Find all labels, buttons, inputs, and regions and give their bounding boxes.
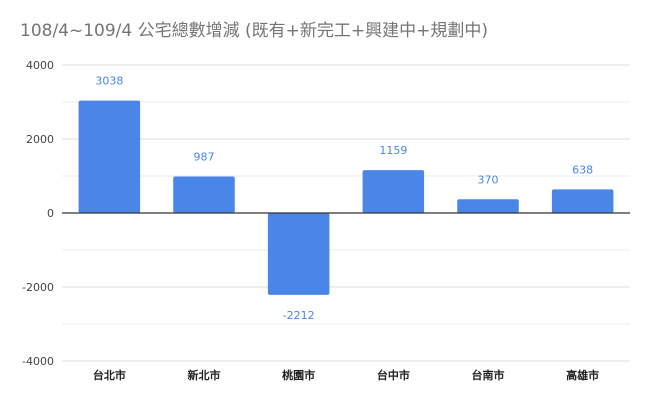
bars [78, 100, 614, 295]
y-tick-label: -4000 [22, 355, 54, 368]
bar [267, 213, 330, 295]
bar [457, 199, 519, 213]
y-tick-label: -2000 [22, 281, 54, 294]
y-tick-label: 2000 [26, 133, 54, 146]
chart-title: 108/4~109/4 公宅總數增減 (既有+新完工+興建中+規劃中) [20, 21, 489, 41]
category-label: 桃園市 [282, 368, 315, 382]
bar [173, 176, 235, 213]
bar [362, 170, 425, 213]
data-label: -2212 [283, 309, 315, 322]
labels: 4000 2000 0 -2000 -4000 3038 台北市 987 新北市 -2212 桃園市… [22, 59, 599, 382]
bar [551, 189, 614, 213]
data-label: 987 [194, 150, 215, 163]
category-label: 台北市 [93, 368, 126, 382]
category-label: 高雄市 [566, 368, 599, 382]
category-label: 台中市 [377, 368, 410, 382]
category-label: 新北市 [188, 368, 221, 382]
bar [78, 100, 141, 213]
y-tick-label: 0 [47, 207, 54, 220]
data-label: 638 [572, 163, 593, 176]
data-label: 370 [478, 173, 499, 186]
data-label: 3038 [95, 75, 123, 88]
data-label: 1159 [379, 144, 407, 157]
category-label: 台南市 [472, 368, 505, 382]
y-tick-label: 4000 [26, 59, 54, 72]
